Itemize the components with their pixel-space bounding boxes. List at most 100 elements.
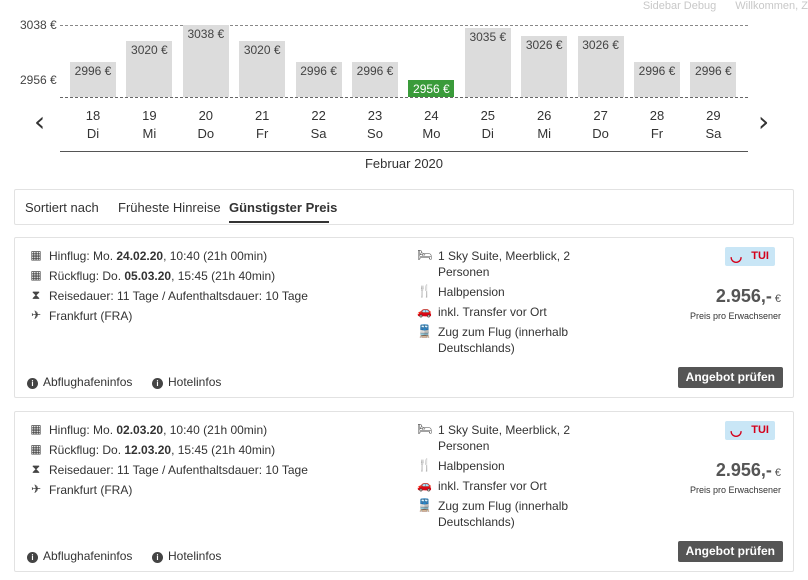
price-bar[interactable]: 2996 € — [690, 61, 737, 97]
bar-value-label: 3020 € — [131, 42, 168, 57]
hotel-info-link[interactable]: i Hotelinfos — [152, 549, 221, 563]
price-bar[interactable]: 2996 € — [70, 61, 116, 97]
day-tick-label[interactable]: 25 Di — [460, 107, 516, 143]
day-number: 28 — [649, 108, 665, 123]
train-line-2: Deutschlands) — [438, 341, 515, 355]
day-tick-label[interactable]: 28 Fr — [629, 107, 685, 143]
transfer-info: inkl. Transfer vor Ort — [438, 479, 547, 493]
day-tick-label[interactable]: 18 Di — [65, 107, 121, 143]
sidebar-debug-link[interactable]: Sidebar Debug — [642, 0, 717, 12]
price-currency: € — [774, 293, 781, 305]
train-line-2: Deutschlands) — [438, 515, 515, 529]
weekday: Mi — [537, 126, 552, 141]
train-line-1: Zug zum Flug (innerhalb — [438, 325, 569, 339]
day-number: 27 — [593, 108, 608, 123]
tui-smile-icon: ◡ — [730, 422, 743, 438]
departure-airport: Frankfurt (FRA) — [49, 483, 133, 497]
info-icon: i — [152, 552, 163, 563]
rail-fly-info: Zug zum Flug (innerhalb Deutschlands) — [438, 498, 568, 530]
day-tick-label[interactable]: 23 So — [347, 107, 403, 143]
train-line-1: Zug zum Flug (innerhalb — [438, 499, 569, 513]
transfer-info: inkl. Transfer vor Ort — [438, 305, 547, 319]
day-tick-label[interactable]: 21 Fr — [234, 107, 290, 143]
price-bar[interactable]: 3035 € — [464, 27, 511, 97]
room-line-2: Personen — [438, 265, 490, 279]
sort-bar: Sortiert nach Früheste Hinreise Günstigs… — [14, 189, 794, 225]
day-number: 29 — [706, 108, 721, 123]
chevron-right-icon[interactable]: › — [758, 105, 770, 138]
room-type: 1 Sky Suite, Meerblick, 2 Personen — [438, 422, 570, 454]
price-bar[interactable]: 3026 € — [577, 35, 624, 97]
bed-icon: 🛏 — [417, 422, 433, 436]
sort-option-cheapest[interactable]: Günstigster Preis — [229, 200, 338, 215]
return-flight: Rückflug: Do. 05.03.20, 15:45 (21h 40min… — [49, 268, 275, 284]
tour-operator-name: TUI — [751, 250, 769, 262]
airport-info-link[interactable]: i Abflughafeninfos — [27, 549, 132, 563]
price-bar[interactable]: 3038 € — [182, 25, 229, 97]
outbound-flight: Hinflug: Mo. 02.03.20, 10:40 (21h 00min) — [49, 422, 267, 438]
day-number: 21 — [254, 108, 270, 123]
bar-value-label: 3020 € — [243, 42, 281, 57]
day-tick-label[interactable]: 20 Do — [178, 107, 234, 143]
car-icon: 🚗 — [417, 478, 432, 492]
sort-option-earliest[interactable]: Früheste Hinreise — [118, 200, 221, 215]
hourglass-icon: ⧗ — [31, 462, 41, 476]
trip-duration: Reisedauer: 11 Tage / Aufenthaltsdauer: … — [49, 463, 308, 477]
weekday: Do — [592, 126, 609, 141]
return-date: 05.03.20 — [124, 269, 172, 283]
bar-value-label: 2996 € — [300, 63, 337, 78]
day-number: 24 — [424, 108, 439, 123]
day-number: 23 — [367, 108, 383, 123]
hotel-info-link[interactable]: i Hotelinfos — [152, 375, 221, 389]
info-icon: i — [152, 378, 163, 389]
offer-price: 2.956,- € — [716, 460, 781, 481]
day-tick-label[interactable]: 19 Mi — [121, 107, 177, 143]
check-offer-button[interactable]: Angebot prüfen — [677, 541, 783, 562]
hotel-info-label: Hotelinfos — [168, 375, 222, 389]
price-bar[interactable]: 3020 € — [239, 40, 286, 97]
price-bar[interactable]: 3020 € — [126, 40, 173, 97]
train-icon: 🚆 — [417, 498, 432, 512]
day-number: 26 — [536, 108, 552, 123]
weekday: Mo — [422, 126, 441, 141]
price-bar[interactable]: 2956 € — [408, 80, 455, 97]
day-number: 22 — [311, 108, 326, 123]
room-line-1: 1 Sky Suite, Meerblick, 2 — [438, 249, 571, 263]
chevron-left-icon[interactable]: ‹ — [34, 105, 46, 138]
weekday: Mi — [142, 126, 157, 141]
price-note: Preis pro Erwachsener — [689, 485, 781, 495]
cutlery-icon: 🍴 — [417, 284, 432, 298]
weekday: Fr — [256, 126, 269, 141]
hourglass-icon: ⧗ — [31, 288, 41, 302]
airport-info-link[interactable]: i Abflughafeninfos — [27, 375, 132, 389]
bar-value-label: 3026 € — [525, 37, 563, 52]
day-tick-label[interactable]: 22 Sa — [291, 107, 347, 143]
weekday: Sa — [705, 126, 722, 141]
return-prefix: Rückflug: Do. — [49, 269, 125, 283]
info-icon: i — [27, 378, 38, 389]
day-tick-label[interactable]: 29 Sa — [685, 107, 741, 143]
month-divider — [60, 151, 748, 152]
welcome-text: Willkommen, Z — [735, 0, 808, 12]
price-note: Preis pro Erwachsener — [689, 311, 781, 321]
price-bar[interactable]: 2996 € — [295, 61, 342, 97]
day-tick-label[interactable]: 26 Mi — [516, 107, 572, 143]
price-bar[interactable]: 2996 € — [634, 61, 680, 97]
outbound-flight: Hinflug: Mo. 24.02.20, 10:40 (21h 00min) — [49, 248, 267, 264]
day-number: 25 — [480, 108, 496, 123]
room-line-2: Personen — [438, 439, 490, 453]
hotel-info-label: Hotelinfos — [168, 549, 222, 563]
return-prefix: Rückflug: Do. — [49, 443, 125, 457]
price-bar[interactable]: 3026 € — [521, 35, 568, 97]
day-tick-label[interactable]: 24 Mo — [403, 107, 459, 143]
car-icon: 🚗 — [417, 304, 432, 318]
day-tick-label[interactable]: 27 Do — [573, 107, 629, 143]
bar-value-label: 2996 € — [695, 63, 732, 78]
return-time: , 15:45 (21h 40min) — [171, 443, 276, 457]
price-bar[interactable]: 2996 € — [352, 61, 398, 97]
chart-baseline — [60, 97, 748, 98]
y-tick-label-max: 3038 € — [20, 18, 57, 32]
calendar-icon: ▦ — [30, 248, 42, 262]
offer-card: ▦ Hinflug: Mo. 24.02.20, 10:40 (21h 00mi… — [14, 237, 794, 398]
check-offer-button[interactable]: Angebot prüfen — [677, 367, 783, 388]
